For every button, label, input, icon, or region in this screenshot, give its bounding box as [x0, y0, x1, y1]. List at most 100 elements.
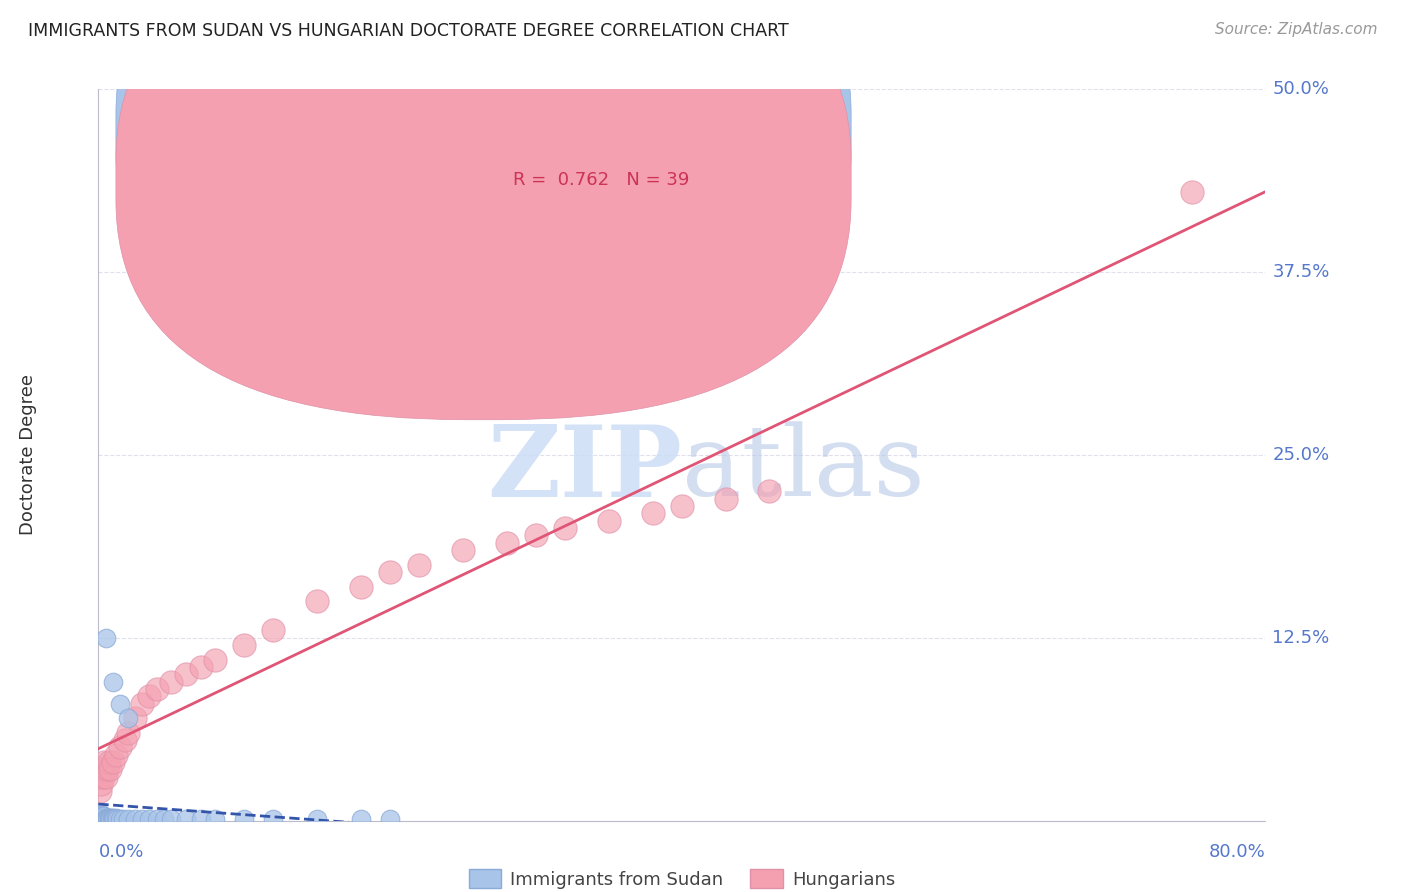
Point: [90, 807, 112, 822]
Point: [89, 811, 111, 825]
Point: [714, 491, 737, 506]
Text: 50.0%: 50.0%: [1272, 80, 1329, 98]
Text: 12.5%: 12.5%: [1272, 629, 1330, 647]
Point: [350, 580, 373, 594]
Text: R =  0.064   N = 48: R = 0.064 N = 48: [513, 125, 689, 143]
Point: [110, 697, 132, 711]
Point: [117, 726, 139, 740]
Text: 80.0%: 80.0%: [1209, 843, 1265, 861]
Point: [350, 812, 373, 826]
Point: [174, 667, 197, 681]
Point: [98, 811, 121, 825]
Point: [131, 697, 153, 711]
Point: [671, 499, 693, 513]
Point: [94, 631, 117, 645]
Point: [190, 660, 212, 674]
Point: [101, 755, 124, 769]
Point: [94, 770, 117, 784]
FancyBboxPatch shape: [115, 0, 851, 373]
Text: atlas: atlas: [682, 422, 925, 517]
Point: [307, 812, 329, 826]
Point: [105, 812, 128, 826]
Text: 37.5%: 37.5%: [1272, 263, 1330, 281]
Point: [97, 755, 120, 769]
Point: [233, 812, 256, 826]
Point: [93, 811, 115, 825]
Point: [98, 763, 121, 777]
Point: [758, 484, 780, 499]
Point: [94, 812, 117, 826]
Point: [91, 811, 114, 825]
Point: [204, 812, 226, 826]
Point: [408, 558, 430, 572]
Point: [91, 809, 114, 823]
Point: [104, 747, 127, 762]
Point: [262, 624, 284, 638]
Point: [101, 812, 124, 826]
Point: [89, 806, 111, 821]
Point: [100, 811, 122, 825]
Point: [262, 812, 284, 826]
Point: [91, 812, 114, 826]
Point: [190, 812, 212, 826]
Text: R =  0.762   N = 39: R = 0.762 N = 39: [513, 171, 689, 189]
Point: [451, 543, 474, 558]
Point: [146, 681, 169, 696]
FancyBboxPatch shape: [443, 96, 775, 218]
Text: 25.0%: 25.0%: [1272, 446, 1330, 464]
Point: [114, 733, 136, 747]
Point: [97, 811, 120, 825]
Point: [89, 812, 111, 826]
Point: [495, 535, 517, 549]
Point: [90, 811, 112, 825]
Point: [233, 638, 256, 652]
Point: [104, 811, 127, 825]
Text: 0.0%: 0.0%: [98, 843, 143, 861]
Point: [204, 653, 226, 667]
Text: Source: ZipAtlas.com: Source: ZipAtlas.com: [1215, 22, 1378, 37]
Point: [94, 811, 117, 825]
Point: [89, 809, 111, 823]
Point: [112, 812, 135, 826]
Point: [378, 565, 402, 579]
Point: [160, 674, 183, 689]
Point: [307, 594, 329, 608]
Point: [96, 763, 118, 777]
Point: [153, 812, 176, 826]
Point: [124, 711, 146, 725]
Point: [93, 755, 115, 769]
Text: ZIP: ZIP: [486, 421, 682, 518]
Point: [101, 811, 124, 825]
Point: [524, 528, 547, 542]
Text: IMMIGRANTS FROM SUDAN VS HUNGARIAN DOCTORATE DEGREE CORRELATION CHART: IMMIGRANTS FROM SUDAN VS HUNGARIAN DOCTO…: [28, 22, 789, 40]
Point: [138, 690, 160, 704]
Point: [103, 812, 125, 826]
Point: [96, 811, 118, 825]
Point: [641, 507, 664, 521]
Point: [90, 809, 112, 823]
Point: [1181, 185, 1204, 199]
Point: [90, 777, 112, 791]
Point: [160, 812, 183, 826]
Point: [101, 674, 124, 689]
Point: [97, 812, 120, 826]
Point: [117, 812, 139, 826]
Point: [89, 770, 111, 784]
Point: [131, 812, 153, 826]
Point: [98, 812, 121, 826]
Point: [124, 812, 146, 826]
Point: [96, 812, 118, 826]
FancyBboxPatch shape: [115, 0, 851, 420]
Point: [117, 711, 139, 725]
Point: [93, 809, 115, 823]
Point: [138, 812, 160, 826]
Legend: Immigrants from Sudan, Hungarians: Immigrants from Sudan, Hungarians: [461, 862, 903, 892]
Point: [110, 812, 132, 826]
Point: [174, 812, 197, 826]
Point: [146, 812, 169, 826]
Point: [378, 812, 402, 826]
Point: [554, 521, 576, 535]
Point: [90, 812, 112, 826]
Point: [91, 770, 114, 784]
Text: Doctorate Degree: Doctorate Degree: [20, 375, 37, 535]
